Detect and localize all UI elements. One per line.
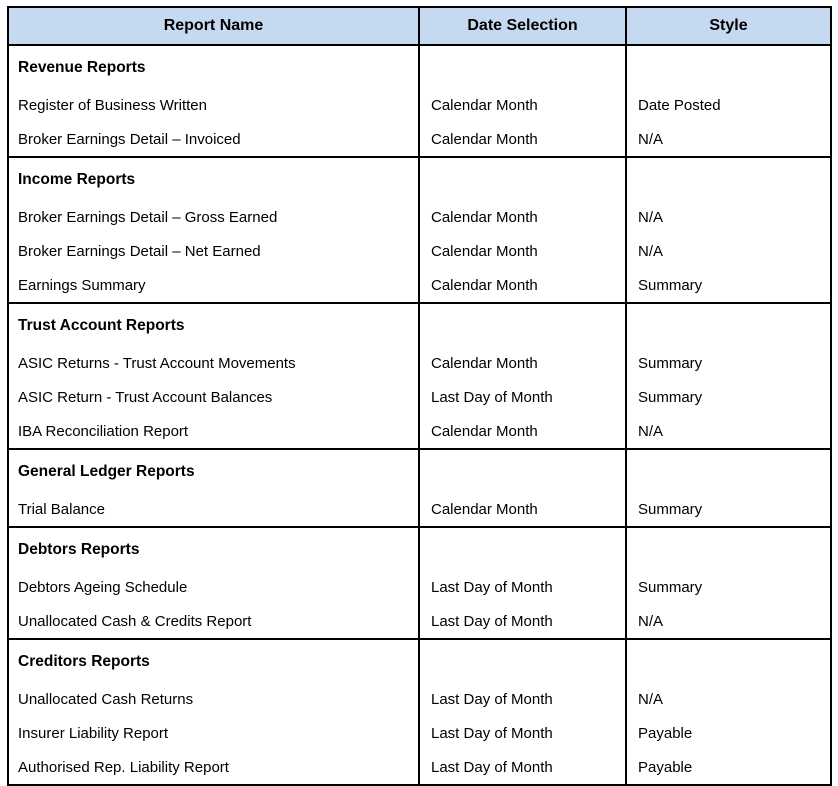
style-cell: Summary bbox=[625, 380, 832, 414]
report-section: Trust Account Reports ASIC Returns - Trus… bbox=[7, 302, 832, 449]
style-cell: Summary bbox=[625, 492, 832, 527]
report-name-cell: Register of Business Written bbox=[7, 88, 420, 122]
report-row: Trial Balance Calendar Month Summary bbox=[7, 492, 832, 527]
section-title: General Ledger Reports bbox=[7, 448, 420, 492]
date-selection-cell: Last Day of Month bbox=[418, 380, 627, 414]
style-cell: N/A bbox=[625, 122, 832, 157]
report-name-cell: Debtors Ageing Schedule bbox=[7, 570, 420, 604]
report-row: Register of Business Written Calendar Mon… bbox=[7, 88, 832, 122]
date-selection-cell-empty bbox=[418, 44, 627, 88]
report-row: Authorised Rep. Liability Report Last Day… bbox=[7, 750, 832, 785]
style-cell-empty bbox=[625, 638, 832, 682]
report-section: Debtors Reports Debtors Ageing Schedule La… bbox=[7, 526, 832, 639]
report-name-cell: Trial Balance bbox=[7, 492, 420, 527]
date-selection-cell-empty bbox=[418, 638, 627, 682]
report-row: Unallocated Cash & Credits Report Last Da… bbox=[7, 604, 832, 639]
report-name-cell: Broker Earnings Detail – Net Earned bbox=[7, 234, 420, 268]
section-title: Creditors Reports bbox=[7, 638, 420, 682]
report-name-cell: IBA Reconciliation Report bbox=[7, 414, 420, 449]
style-cell: N/A bbox=[625, 200, 832, 234]
date-selection-cell-empty bbox=[418, 156, 627, 200]
section-title-row: Income Reports bbox=[7, 156, 832, 200]
date-selection-cell: Last Day of Month bbox=[418, 716, 627, 750]
report-name-cell: Insurer Liability Report bbox=[7, 716, 420, 750]
report-name-cell: Authorised Rep. Liability Report bbox=[7, 750, 420, 785]
report-name-cell: ASIC Returns - Trust Account Movements bbox=[7, 346, 420, 380]
style-cell-empty bbox=[625, 448, 832, 492]
date-selection-cell: Calendar Month bbox=[418, 414, 627, 449]
style-cell: Summary bbox=[625, 346, 832, 380]
style-cell: N/A bbox=[625, 604, 832, 639]
date-selection-cell: Last Day of Month bbox=[418, 570, 627, 604]
report-name-cell: Earnings Summary bbox=[7, 268, 420, 303]
date-selection-cell: Last Day of Month bbox=[418, 750, 627, 785]
date-selection-cell: Calendar Month bbox=[418, 200, 627, 234]
style-cell-empty bbox=[625, 302, 832, 346]
report-name-cell: Broker Earnings Detail – Invoiced bbox=[7, 122, 420, 157]
section-title-row: Revenue Reports bbox=[7, 44, 832, 88]
section-title-row: Creditors Reports bbox=[7, 638, 832, 682]
report-name-cell: Unallocated Cash & Credits Report bbox=[7, 604, 420, 639]
style-cell-empty bbox=[625, 156, 832, 200]
report-section: General Ledger Reports Trial Balance Calen… bbox=[7, 448, 832, 527]
section-title-row: General Ledger Reports bbox=[7, 448, 832, 492]
report-row: Debtors Ageing Schedule Last Day of Month… bbox=[7, 570, 832, 604]
style-cell: Date Posted bbox=[625, 88, 832, 122]
report-row: Unallocated Cash Returns Last Day of Mont… bbox=[7, 682, 832, 716]
report-row: ASIC Return - Trust Account Balances Last… bbox=[7, 380, 832, 414]
report-row: Broker Earnings Detail – Net Earned Calen… bbox=[7, 234, 832, 268]
date-selection-cell: Last Day of Month bbox=[418, 604, 627, 639]
report-section: Revenue Reports Register of Business Writ… bbox=[7, 44, 832, 157]
report-row: Broker Earnings Detail – Invoiced Calenda… bbox=[7, 122, 832, 157]
reports-table: Report Name Date Selection Style Revenue… bbox=[7, 6, 832, 786]
date-selection-cell: Calendar Month bbox=[418, 492, 627, 527]
date-selection-cell-empty bbox=[418, 526, 627, 570]
style-cell: N/A bbox=[625, 682, 832, 716]
style-cell: N/A bbox=[625, 234, 832, 268]
date-selection-cell: Calendar Month bbox=[418, 88, 627, 122]
date-selection-cell: Calendar Month bbox=[418, 234, 627, 268]
style-cell-empty bbox=[625, 44, 832, 88]
header-row: Report Name Date Selection Style bbox=[7, 7, 832, 46]
date-selection-cell: Calendar Month bbox=[418, 346, 627, 380]
section-title-row: Trust Account Reports bbox=[7, 302, 832, 346]
report-row: Broker Earnings Detail – Gross Earned Cal… bbox=[7, 200, 832, 234]
report-section: Creditors Reports Unallocated Cash Return… bbox=[7, 638, 832, 785]
table-header: Report Name Date Selection Style bbox=[7, 7, 832, 46]
style-cell: Payable bbox=[625, 750, 832, 785]
report-name-cell: Broker Earnings Detail – Gross Earned bbox=[7, 200, 420, 234]
style-cell: Summary bbox=[625, 570, 832, 604]
style-cell: N/A bbox=[625, 414, 832, 449]
date-selection-cell: Calendar Month bbox=[418, 122, 627, 157]
report-name-cell: Unallocated Cash Returns bbox=[7, 682, 420, 716]
section-title: Income Reports bbox=[7, 156, 420, 200]
report-row: IBA Reconciliation Report Calendar Month N… bbox=[7, 414, 832, 449]
report-name-cell: ASIC Return - Trust Account Balances bbox=[7, 380, 420, 414]
style-cell: Payable bbox=[625, 716, 832, 750]
section-title: Revenue Reports bbox=[7, 44, 420, 88]
date-selection-cell: Last Day of Month bbox=[418, 682, 627, 716]
date-selection-cell-empty bbox=[418, 448, 627, 492]
report-section: Income Reports Broker Earnings Detail – G… bbox=[7, 156, 832, 303]
date-selection-cell-empty bbox=[418, 302, 627, 346]
col-header-style: Style bbox=[625, 7, 832, 46]
date-selection-cell: Calendar Month bbox=[418, 268, 627, 303]
report-row: Earnings Summary Calendar Month Summary bbox=[7, 268, 832, 303]
section-title: Debtors Reports bbox=[7, 526, 420, 570]
section-title: Trust Account Reports bbox=[7, 302, 420, 346]
style-cell: Summary bbox=[625, 268, 832, 303]
col-header-date-selection: Date Selection bbox=[418, 7, 627, 46]
document-page: Report Name Date Selection Style Revenue… bbox=[7, 6, 832, 786]
section-title-row: Debtors Reports bbox=[7, 526, 832, 570]
style-cell-empty bbox=[625, 526, 832, 570]
col-header-report-name: Report Name bbox=[7, 7, 420, 46]
report-row: ASIC Returns - Trust Account Movements Ca… bbox=[7, 346, 832, 380]
report-row: Insurer Liability Report Last Day of Mont… bbox=[7, 716, 832, 750]
